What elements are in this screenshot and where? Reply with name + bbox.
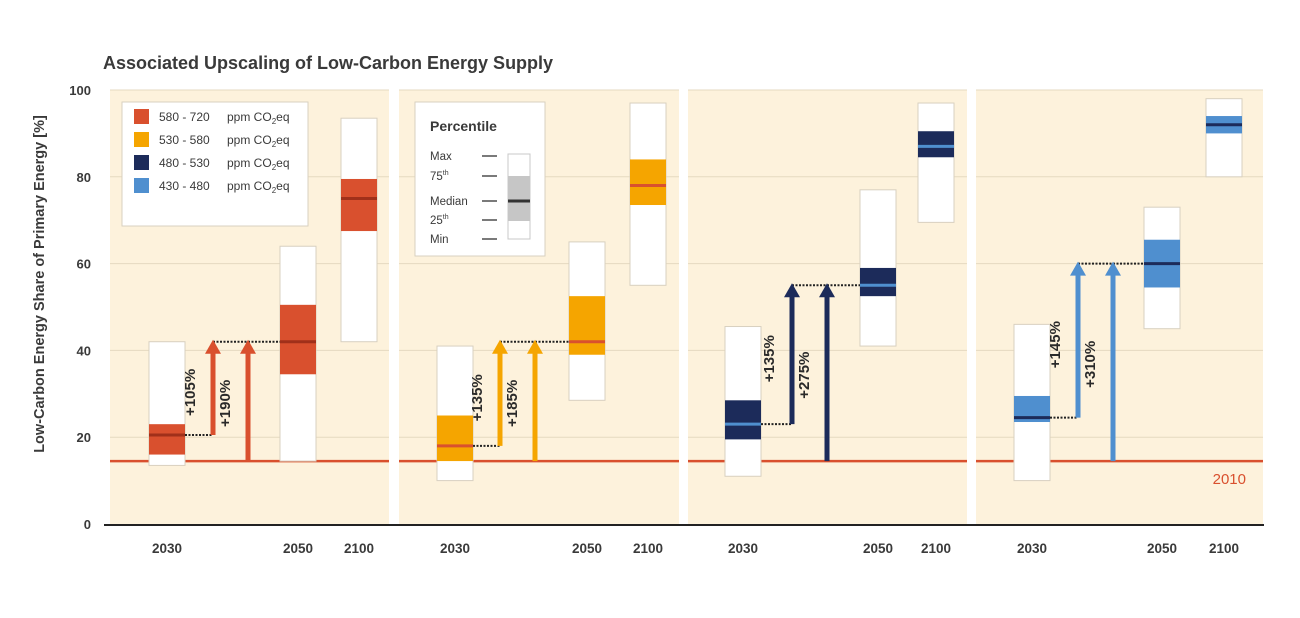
percentile-sample-iqr [508, 176, 530, 221]
arrow-head [1105, 261, 1121, 276]
arrow-percent-label: +310% [1082, 341, 1099, 388]
x-tick-label: 2100 [633, 541, 663, 556]
panel-2: 2030 2050 2100 +135% +185% [436, 102, 667, 556]
interquartile-box [725, 400, 761, 440]
arrow-percent-label: +190% [217, 380, 234, 427]
x-tick-label: 2050 [283, 541, 313, 556]
x-tick-label: 2030 [440, 541, 470, 556]
x-tick-label: 2100 [921, 541, 951, 556]
arrow-head [784, 283, 800, 298]
y-tick-label: 60 [77, 257, 91, 272]
interquartile-box [860, 267, 896, 297]
x-tick-label: 2100 [1209, 541, 1239, 556]
interquartile-box [630, 159, 666, 206]
arrow-percent-label: +275% [796, 352, 813, 399]
arrow-percent-label: +105% [182, 369, 199, 416]
concentration-legend: 580 - 720 ppm CO2eq 530 - 580 ppm CO2eq 480 … [121, 101, 309, 227]
interquartile-box [918, 131, 954, 158]
interquartile-box [341, 178, 377, 232]
y-axis-label: Low-Carbon Energy Share of Primary Energ… [32, 115, 48, 453]
legend-box [121, 101, 309, 227]
arrow-head [492, 339, 508, 354]
panel-1: 2030 2050 2100 +105% +190% [148, 117, 378, 556]
legend-unit-label: ppm CO2eq [227, 156, 290, 172]
x-tick-label: 2050 [1147, 541, 1177, 556]
whisker-range-box [1205, 98, 1243, 178]
x-tick-label: 2030 [1017, 541, 1047, 556]
y-tick-label: 40 [77, 343, 91, 358]
arrow-head [240, 339, 256, 354]
legend-swatch [134, 109, 149, 124]
percentile-label: 25th [430, 214, 449, 227]
chart-title: Associated Upscaling of Low-Carbon Energ… [103, 53, 553, 73]
legend-swatch [134, 155, 149, 170]
x-tick-label: 2100 [344, 541, 374, 556]
percentile-label: 75th [430, 170, 449, 183]
interquartile-box [280, 304, 316, 375]
legend-unit-label: ppm CO2eq [227, 133, 290, 149]
arrow-head [205, 339, 221, 354]
whisker-range-box [917, 102, 955, 223]
percentile-legend: Percentile Max 75th Median 25th Min [414, 101, 546, 257]
x-tick-label: 2030 [728, 541, 758, 556]
legend-range-label: 580 - 720 [159, 110, 210, 124]
x-tick-label: 2050 [863, 541, 893, 556]
arrow-percent-label: +145% [1047, 321, 1064, 368]
arrow-percent-label: +135% [469, 374, 486, 421]
legend-range-label: 480 - 530 [159, 156, 210, 170]
arrow-percent-label: +185% [504, 380, 521, 427]
panel-4: 2030 2050 2100 +145% +310% [1013, 98, 1243, 556]
y-tick-label: 80 [77, 170, 91, 185]
interquartile-box [569, 296, 605, 355]
interquartile-box [437, 415, 473, 462]
legend-range-label: 430 - 480 [159, 179, 210, 193]
legend-swatch [134, 178, 149, 193]
arrow-head [1070, 261, 1086, 276]
percentile-label: Median [430, 196, 468, 208]
arrow-percent-label: +135% [761, 335, 778, 382]
legend-unit-label: ppm CO2eq [227, 179, 290, 195]
y-tick-label: 0 [84, 517, 91, 532]
percentile-label: Max [430, 151, 452, 163]
legend-unit-label: ppm CO2eq [227, 110, 290, 126]
legend-swatch [134, 132, 149, 147]
panel-3: 2030 2050 2100 +135% +275% [724, 102, 955, 556]
arrow-head [527, 339, 543, 354]
percentile-legend-title: Percentile [430, 118, 497, 134]
x-tick-label: 2050 [572, 541, 602, 556]
percentile-label: Min [430, 234, 449, 246]
arrow-head [819, 283, 835, 298]
y-tick-label: 20 [77, 430, 91, 445]
baseline-2010-label: 2010 [1213, 471, 1246, 488]
y-tick-label: 100 [69, 83, 91, 98]
x-tick-label: 2030 [152, 541, 182, 556]
interquartile-box [149, 424, 185, 455]
legend-range-label: 530 - 580 [159, 133, 210, 147]
